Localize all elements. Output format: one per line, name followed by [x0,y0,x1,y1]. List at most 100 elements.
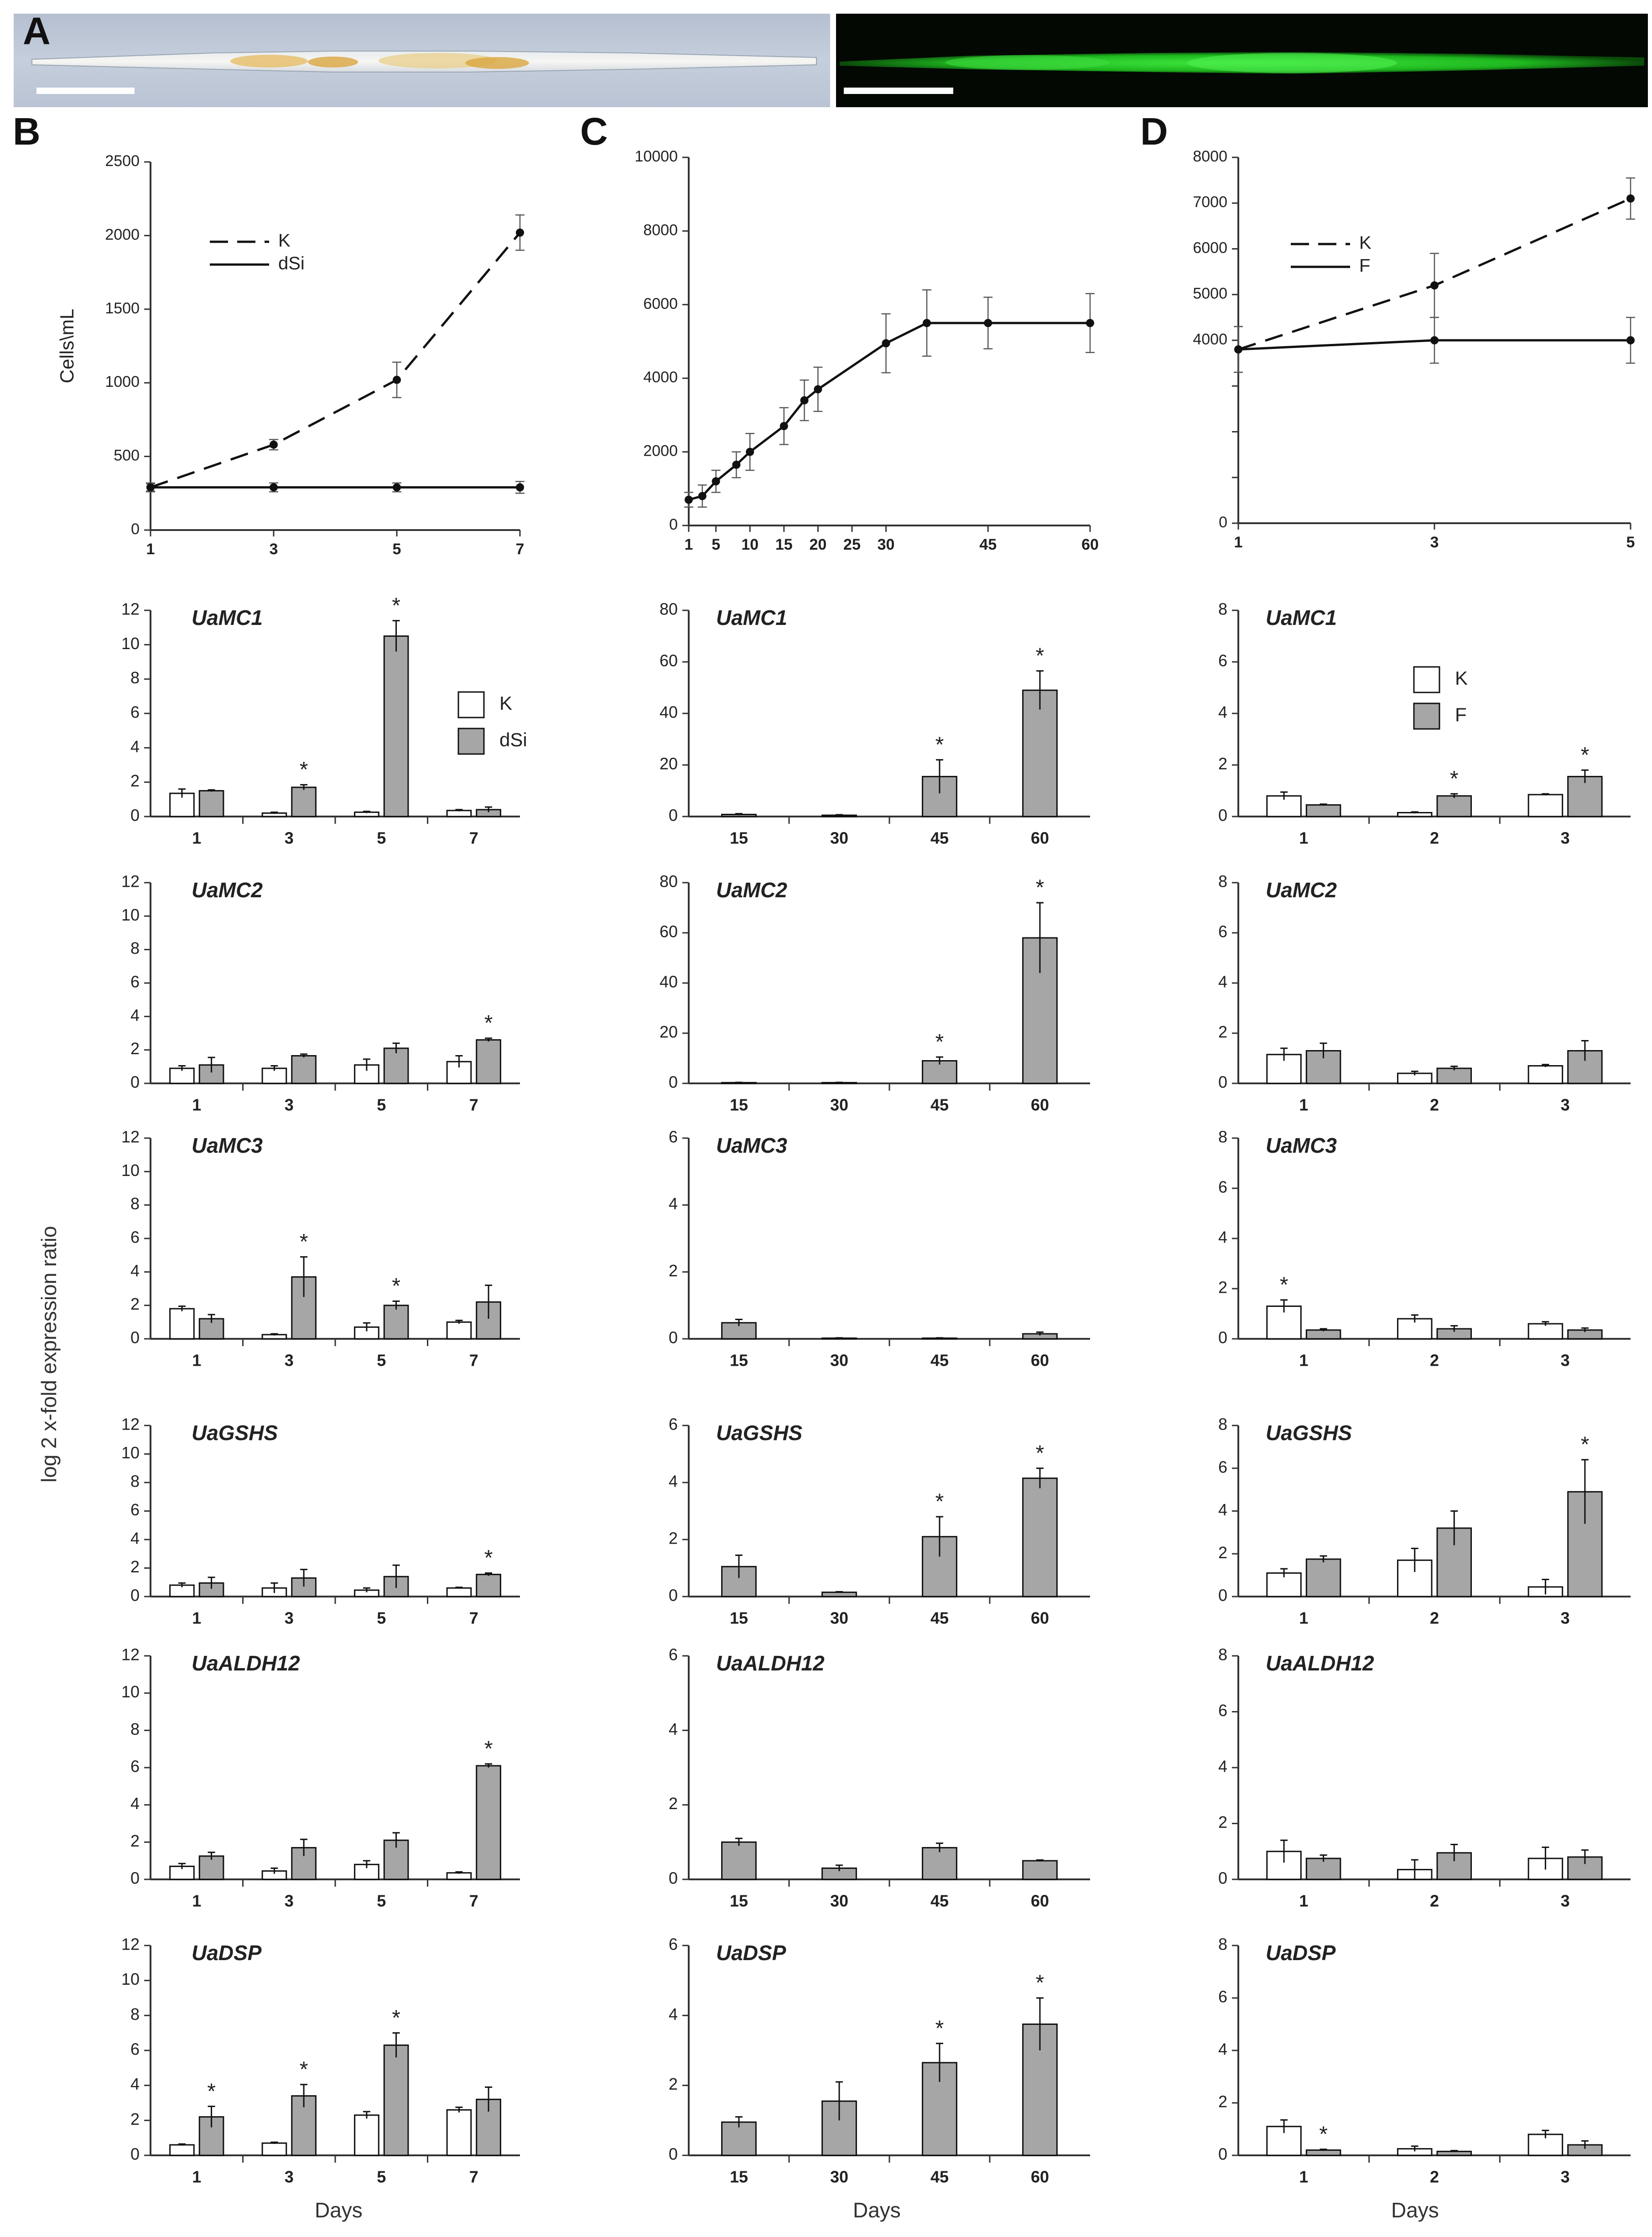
bar-F [1305,804,1341,817]
y-axis-label-B-growth: Cells\mL [56,309,78,383]
x-tick-label-C-growth: 1 [685,536,693,553]
significance-star: * [1036,1441,1044,1465]
y-tick-label-C-UaDSP: 4 [669,2005,678,2024]
bar-K [261,2142,287,2156]
data-point [814,385,822,394]
y-tick-label-C-UaMC1: 80 [660,600,678,619]
category-label-B-UaALDH12: 3 [285,1892,294,1910]
x-tick-label-C-growth: 15 [775,536,793,553]
bar-dSi [476,1574,501,1597]
y-tick-label-B-UaALDH12: 0 [130,1869,140,1888]
x-tick-label-B-growth: 3 [270,541,278,558]
y-tick-label-D-UaDSP: 4 [1218,2040,1227,2059]
gene-label-D-UaALDH12: UaALDH12 [1266,1651,1374,1675]
gene-label-C-UaMC3: UaMC3 [716,1134,787,1157]
category-label-D-UaMC3: 1 [1299,1351,1308,1370]
category-label-D-UaMC1: 3 [1561,829,1570,848]
legend-label-K: K [1359,233,1371,253]
significance-star: * [300,758,308,782]
y-tick-label-C-UaMC1: 0 [669,806,678,825]
category-label-C-UaGSHS: 60 [1031,1609,1049,1628]
category-label-C-UaDSP: 30 [830,2168,848,2186]
significance-star: * [1319,2122,1328,2146]
category-label-C-UaALDH12: 30 [830,1892,848,1910]
y-tick-label-B-growth: 1500 [105,300,140,317]
data-point [779,422,788,431]
significance-star: * [392,2006,400,2030]
gene-label-D-UaGSHS: UaGSHS [1266,1421,1352,1445]
y-tick-label-D-UaGSHS: 0 [1218,1586,1227,1605]
y-tick-label-B-UaMC3: 8 [130,1194,140,1213]
y-tick-label-D-growth: 7000 [1193,193,1227,211]
bar-K [169,792,195,817]
y-tick-label-B-growth: 500 [114,447,140,464]
y-tick-label-B-UaDSP: 4 [130,2075,140,2093]
x-tick-label-C-growth: 30 [878,536,895,553]
y-tick-label-B-UaMC3: 4 [130,1261,140,1280]
y-tick-label-D-UaALDH12: 0 [1218,1869,1227,1888]
bar-dSi [291,1055,317,1084]
data-point [1234,345,1242,354]
y-tick-label-C-UaMC3: 0 [669,1328,678,1347]
legend-label-dSi: dSi [499,729,527,750]
y-tick-label-D-UaMC3: 6 [1218,1178,1227,1197]
y-tick-label-B-UaGSHS: 4 [130,1529,140,1548]
category-label-B-UaMC3: 1 [192,1351,201,1370]
data-point [698,492,707,500]
y-tick-label-C-UaALDH12: 2 [669,1794,678,1813]
gene-label-C-UaDSP: UaDSP [716,1941,786,1965]
data-point [516,228,524,237]
data-point [1626,336,1635,344]
y-tick-label-D-UaMC2: 2 [1218,1023,1227,1041]
significance-star: * [935,1030,944,1054]
category-label-B-UaALDH12: 5 [377,1892,386,1910]
y-tick-label-B-UaALDH12: 6 [130,1757,140,1776]
y-tick-label-B-UaMC1: 0 [130,806,140,825]
significance-star: * [1036,644,1044,668]
y-tick-label-C-UaGSHS: 4 [669,1472,678,1491]
bar-treated [721,1841,757,1880]
bar-F [1436,795,1472,817]
data-point [1430,281,1439,290]
y-tick-label-B-UaGSHS: 0 [130,1586,140,1605]
gene-label-B-UaMC2: UaMC2 [192,878,263,902]
panel-label-d: D [1140,110,1168,153]
y-tick-label-B-UaMC1: 2 [130,771,140,790]
category-label-B-UaMC1: 1 [192,829,201,848]
x-tick-label-D-growth: 3 [1430,534,1439,551]
significance-star: * [392,593,400,618]
panel-label-b: B [13,110,41,153]
y-tick-label-C-UaMC1: 40 [660,703,678,722]
x-tick-label-B-growth: 7 [516,541,525,558]
y-tick-label-B-UaDSP: 6 [130,2040,140,2059]
category-label-D-UaMC3: 2 [1430,1351,1439,1370]
legend-label-F: F [1455,704,1467,725]
data-point [393,483,401,492]
fluorescence-micrograph [836,14,1648,107]
data-point [882,339,890,348]
category-label-D-UaALDH12: 3 [1561,1892,1570,1910]
y-tick-label-B-UaDSP: 0 [130,2145,140,2164]
gene-label-B-UaGSHS: UaGSHS [192,1421,278,1445]
scale-bar-fluorescence [844,88,953,94]
bar-F [1436,1067,1472,1084]
series-line-K [150,232,521,489]
category-label-B-UaMC3: 5 [377,1351,386,1370]
legend-swatch-K [457,691,485,718]
y-tick-label-D-UaGSHS: 6 [1218,1457,1227,1476]
x-axis-title-c: Days [853,2198,901,2222]
category-label-D-UaMC2: 3 [1561,1096,1570,1114]
y-tick-label-B-UaGSHS: 8 [130,1472,140,1491]
significance-star: * [300,2057,308,2081]
y-tick-label-B-UaDSP: 8 [130,2005,140,2024]
y-tick-label-C-UaGSHS: 6 [669,1415,678,1434]
category-label-D-UaALDH12: 2 [1430,1892,1439,1910]
category-label-D-UaMC1: 2 [1430,829,1439,848]
bar-treated [1022,1477,1058,1597]
y-tick-label-D-UaALDH12: 4 [1218,1757,1227,1776]
category-label-B-UaMC3: 7 [469,1351,478,1370]
y-tick-label-D-UaALDH12: 8 [1218,1645,1227,1664]
diatom-cell-brightfield [31,51,817,73]
significance-star: * [1450,767,1459,791]
